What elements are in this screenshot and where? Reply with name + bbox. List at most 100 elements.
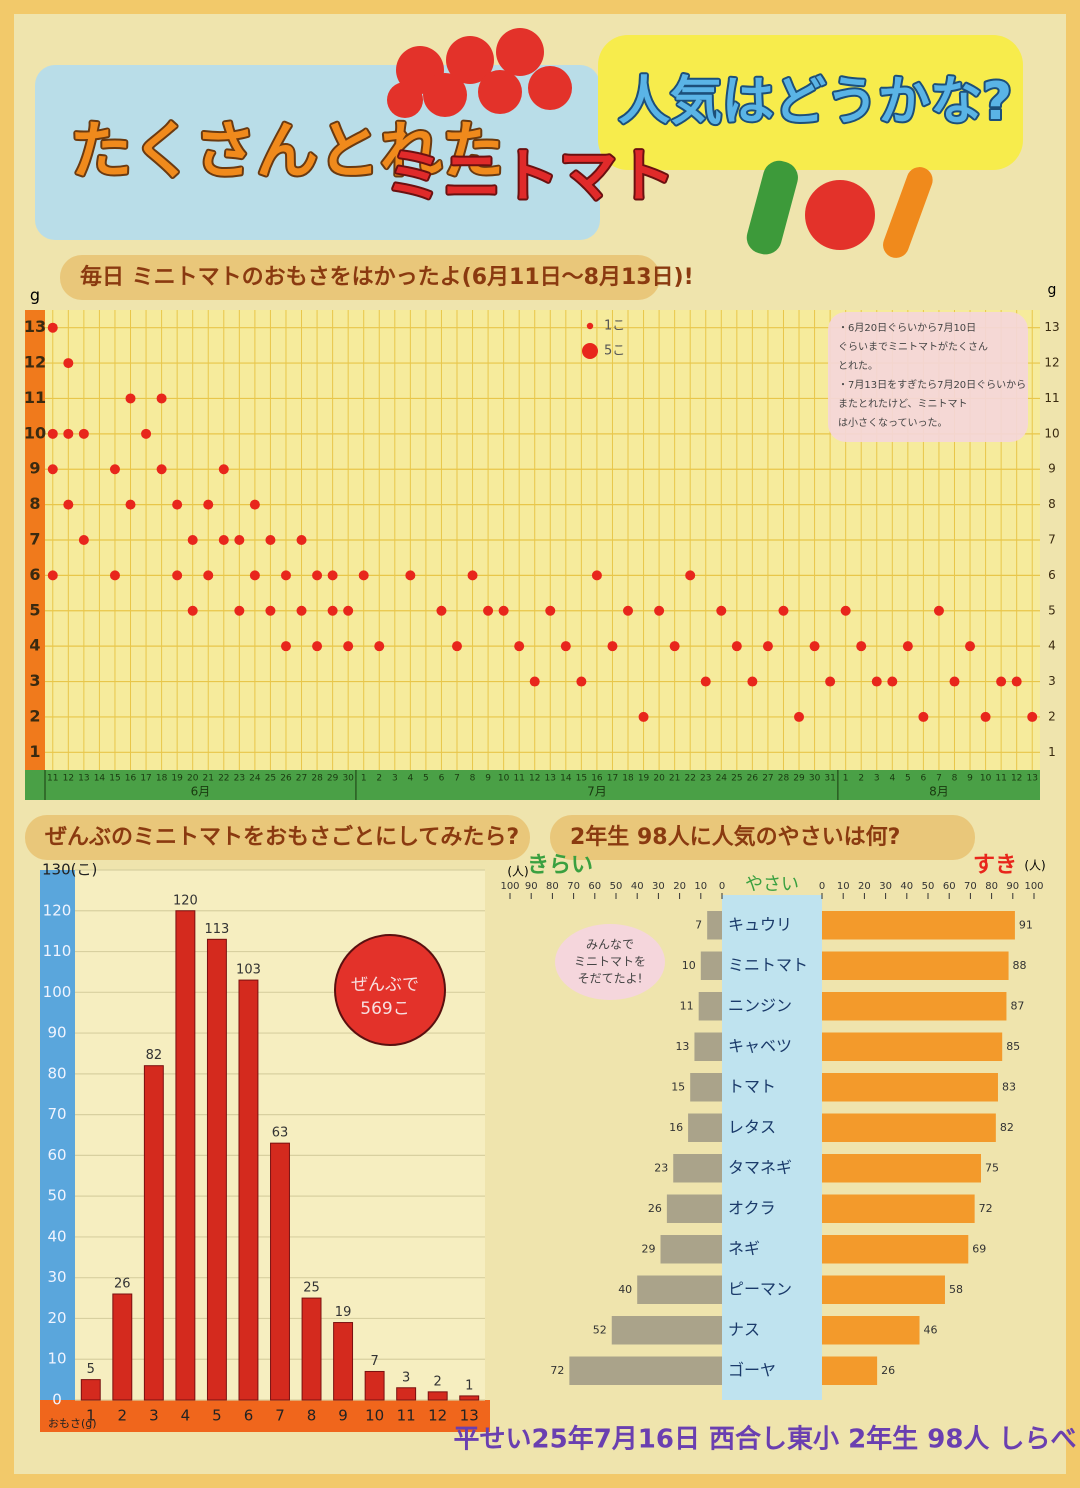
y-tick-label: 6 [29, 565, 40, 584]
dislike-bar [688, 1113, 722, 1142]
value-label: 75 [985, 1161, 999, 1174]
tomato-dot [887, 676, 898, 687]
tomato-dot [1011, 676, 1022, 687]
vegetable-characters [746, 160, 933, 258]
tomato-dot [560, 641, 571, 652]
x-tick-label-right: 30 [879, 881, 892, 892]
y-tick-label: 4 [1048, 639, 1056, 653]
month-label: 8月 [929, 785, 949, 799]
x-tick-label: 2 [118, 1407, 128, 1425]
value-label: 2 [434, 1374, 442, 1389]
x-tick-label: 10 [498, 774, 510, 784]
category-label: ピーマン [728, 1279, 792, 1298]
tomato-dot [172, 499, 183, 510]
note-line: とれた。 [838, 360, 878, 372]
y-tick-label: 3 [1048, 674, 1056, 688]
tomato-dot [78, 535, 89, 545]
tomato-dot [249, 499, 260, 510]
title-2: ミニトマト [385, 142, 675, 210]
x-tick-label: 23 [700, 774, 711, 784]
value-label: 26 [881, 1364, 895, 1377]
x-tick-label: 14 [560, 774, 572, 784]
x-tick-label: 6 [439, 774, 445, 784]
x-tick-label: 4 [407, 774, 413, 784]
tomato-dot [949, 676, 960, 687]
annotation: みんなで [586, 938, 634, 952]
x-tick-label: 8 [470, 774, 476, 784]
tomato-dot [762, 641, 773, 652]
month-label: 6月 [191, 785, 211, 799]
x-tick-label-right: 20 [858, 881, 871, 892]
like-bar [822, 1235, 969, 1264]
chart-title: 2年生 98人に人気のやさいは何? [570, 824, 900, 850]
x-tick-label: 2 [858, 774, 864, 784]
x-tick-label: 8 [952, 774, 958, 784]
x-tick-label: 3 [149, 1407, 159, 1425]
y-tick-label: 30 [47, 1268, 66, 1286]
x-tick-label: 9 [485, 774, 491, 784]
x-tick-label-right: 40 [900, 881, 913, 892]
y-tick-label: 40 [47, 1227, 66, 1245]
x-tick-label: 12 [428, 1407, 447, 1425]
dislike-bar [666, 1194, 722, 1223]
category-label: ミニトマト [728, 955, 808, 974]
value-label: 3 [402, 1370, 410, 1385]
legend-label: すき [973, 853, 1017, 878]
tomato-dot [187, 605, 198, 616]
value-label: 82 [146, 1048, 163, 1063]
tomato-dot [265, 605, 276, 616]
tomato-dot [374, 641, 385, 652]
tomato-dot [280, 570, 291, 581]
dislike-bar [700, 951, 722, 980]
category-label: タマネギ [728, 1158, 792, 1177]
y-tick-label: 12 [24, 353, 46, 372]
x-tick-label: 3 [392, 774, 398, 784]
tomato-dot [436, 605, 447, 616]
legend-dot [586, 322, 594, 330]
x-tick-label-left: 90 [525, 881, 538, 892]
x-tick-label: 12 [529, 774, 540, 784]
tomato-dot [296, 535, 307, 545]
x-tick-label: 29 [793, 774, 805, 784]
value-label: 5 [87, 1362, 95, 1377]
x-tick-label: 3 [874, 774, 880, 784]
x-tick-label: 5 [423, 774, 429, 784]
value-label: 72 [550, 1364, 564, 1377]
dislike-bar [707, 911, 722, 940]
value-label: 113 [205, 922, 230, 937]
x-tick-label: 1 [843, 774, 849, 784]
y-tick-label: 10 [1044, 426, 1059, 440]
like-bar [822, 951, 1009, 980]
tomato-dot [685, 570, 696, 581]
x-tick-label-left: 20 [673, 881, 686, 892]
subtitle-pill [60, 255, 660, 300]
y-tick-label: 9 [1048, 462, 1056, 476]
tomato-dot [312, 641, 323, 652]
tomato-dot [63, 499, 74, 510]
tomato-dot [669, 641, 680, 652]
axis-strip [40, 1400, 490, 1432]
x-tick-label-left: 80 [546, 881, 559, 892]
tomato-dot [825, 676, 836, 687]
x-tick-label: 26 [747, 774, 759, 784]
x-tick-label: 30 [809, 774, 821, 784]
x-tick-label-left: 10 [694, 881, 707, 892]
tomato-dot [141, 428, 152, 439]
value-label: 26 [648, 1202, 662, 1215]
legend-dot [582, 343, 598, 359]
tomato-dot [716, 605, 727, 616]
tomato-dot [778, 605, 789, 616]
tomato-dot [78, 428, 89, 439]
tomato-dot [343, 605, 354, 616]
like-bar [822, 911, 1015, 940]
tomato-dot [467, 570, 478, 581]
tomato-dot [218, 464, 229, 475]
x-tick-label: 9 [338, 1407, 348, 1425]
x-tick-label: 6 [244, 1407, 254, 1425]
tomato-dot [591, 570, 602, 581]
bar [459, 1395, 480, 1401]
like-bar [822, 1356, 878, 1385]
dislike-bar [660, 1235, 722, 1264]
dislike-bar [698, 992, 722, 1021]
tomato-dot [1027, 711, 1038, 722]
